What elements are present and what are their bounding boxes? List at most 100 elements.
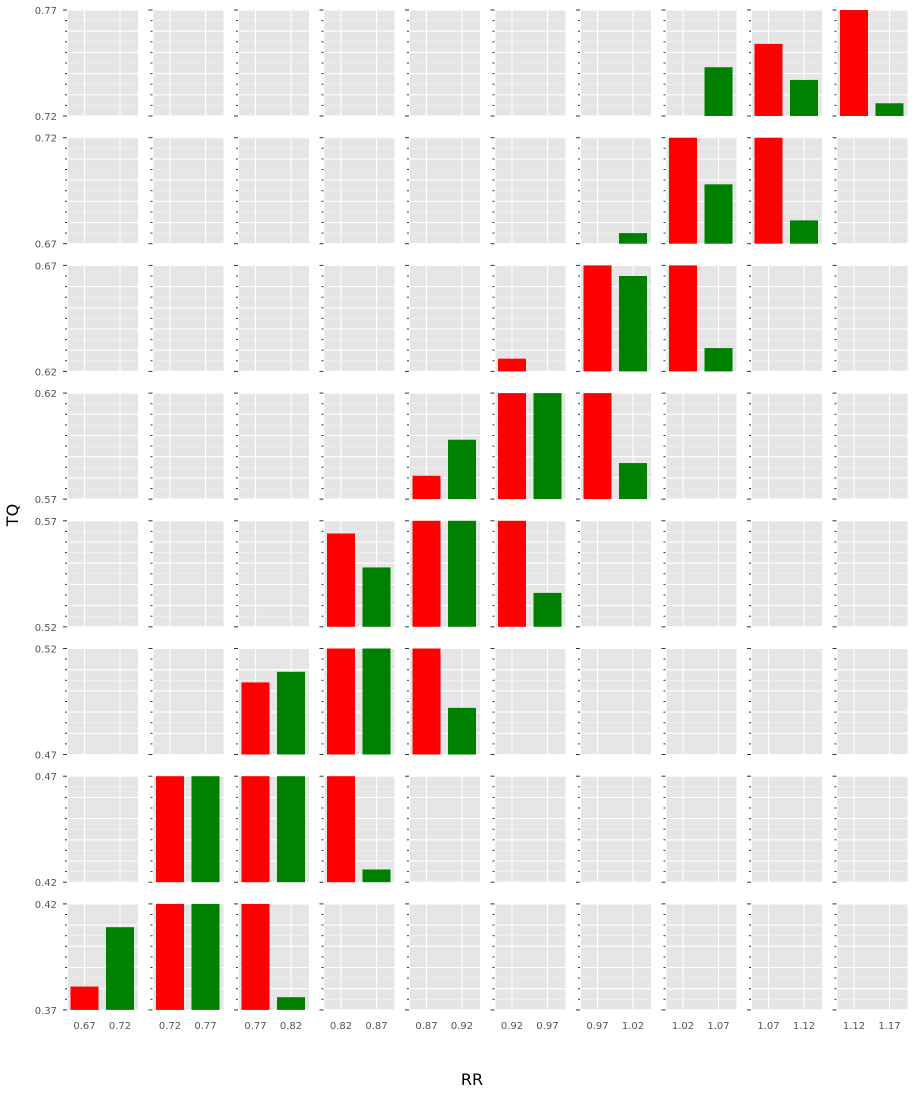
facet-panel (832, 903, 908, 1011)
bar-green (619, 233, 647, 244)
facet-panel (661, 647, 737, 756)
facet-panel (148, 775, 224, 883)
facet-panel (63, 9, 138, 117)
x-tick-label: 0.72 (109, 1021, 131, 1032)
y-tick-label: 0.47 (35, 751, 57, 762)
bar-red (241, 682, 270, 755)
bar-green (704, 184, 733, 244)
facet-panel (576, 903, 651, 1011)
bar-red (498, 520, 526, 627)
x-tick-label: 0.92 (501, 1021, 523, 1032)
bar-green (277, 671, 305, 755)
bar-green (277, 997, 305, 1010)
facet-panel (832, 775, 908, 883)
facet-panel (405, 392, 480, 500)
bar-red (70, 986, 99, 1010)
facet-panel (234, 9, 309, 117)
bar-red (241, 776, 270, 883)
facet-panel (319, 775, 395, 883)
facet-panel (661, 392, 737, 500)
facet-panel (319, 903, 395, 1011)
x-tick-label: 0.72 (159, 1021, 181, 1032)
y-tick-label: 0.57 (35, 517, 57, 528)
x-tick-label: 1.02 (672, 1021, 694, 1032)
facet-panel (148, 903, 224, 1011)
facet-panel (490, 775, 566, 883)
facet-panel (490, 264, 566, 372)
facet-panel (661, 9, 737, 117)
facet-panel (319, 9, 395, 117)
x-tick-label: 0.82 (330, 1021, 352, 1032)
x-axis-title: RR (461, 1070, 483, 1089)
facet-panel (576, 520, 651, 628)
facet-panel (576, 264, 651, 372)
x-tick-label: 1.12 (843, 1021, 865, 1032)
facet-panel (319, 647, 395, 756)
facet-panel (832, 520, 908, 628)
bar-green (704, 348, 733, 372)
bar-green (448, 707, 476, 755)
bar-red (754, 43, 783, 116)
facet-panel (490, 137, 566, 245)
facet-panel (832, 137, 908, 245)
facet-panel (234, 137, 309, 245)
y-tick-label: 0.52 (35, 623, 57, 634)
bar-green (790, 79, 818, 116)
facet-panel (148, 137, 224, 245)
bar-red (327, 648, 355, 755)
facet-panel (234, 264, 309, 372)
bar-red (412, 520, 441, 627)
facet-panel (148, 520, 224, 628)
facet-panel (405, 647, 480, 756)
bar-green (448, 520, 476, 627)
facet-panel (148, 647, 224, 756)
x-tick-label: 0.97 (586, 1021, 608, 1032)
facet-panel (490, 520, 566, 628)
facet-panel (405, 9, 480, 117)
facet-panel (405, 903, 480, 1011)
facet-panel (63, 775, 138, 883)
facet-panel (63, 137, 138, 245)
bar-red (327, 776, 355, 883)
facet-panel (63, 647, 138, 756)
y-tick-label: 0.72 (35, 134, 57, 145)
bar-red (669, 265, 697, 372)
facet-panel (405, 264, 480, 372)
facet-panel (661, 903, 737, 1011)
y-tick-label: 0.67 (35, 261, 57, 272)
facet-panel (490, 647, 566, 756)
y-tick-label: 0.62 (35, 367, 57, 378)
facet-panel (63, 392, 138, 500)
facet-panel (832, 392, 908, 500)
facet-panel (319, 392, 395, 500)
bar-green (106, 927, 134, 1010)
x-tick-label: 0.82 (280, 1021, 302, 1032)
bar-red (412, 475, 441, 500)
facet-panel (576, 775, 651, 883)
x-tick-label: 0.87 (415, 1021, 437, 1032)
facet-panel (576, 137, 651, 245)
x-tick-label: 0.67 (73, 1021, 95, 1032)
x-tick-label: 1.02 (622, 1021, 644, 1032)
bar-red (583, 393, 612, 500)
x-tick-label: 0.97 (536, 1021, 558, 1032)
facet-panel (747, 647, 822, 756)
bar-red (156, 776, 184, 883)
bar-red (498, 358, 526, 372)
facet-panel (661, 264, 737, 372)
bar-red (241, 903, 270, 1010)
facet-panel (405, 137, 480, 245)
y-tick-label: 0.37 (35, 1006, 57, 1017)
bar-green (790, 220, 818, 244)
y-tick-label: 0.42 (35, 878, 57, 889)
y-tick-label: 0.42 (35, 900, 57, 911)
x-tick-label: 0.87 (365, 1021, 387, 1032)
facet-panel (63, 264, 138, 372)
facet-panel (319, 520, 395, 628)
facet-panel (148, 9, 224, 117)
facet-panel (148, 392, 224, 500)
y-tick-label: 0.72 (35, 112, 57, 123)
bar-green (704, 67, 733, 116)
y-tick-label: 0.47 (35, 772, 57, 783)
